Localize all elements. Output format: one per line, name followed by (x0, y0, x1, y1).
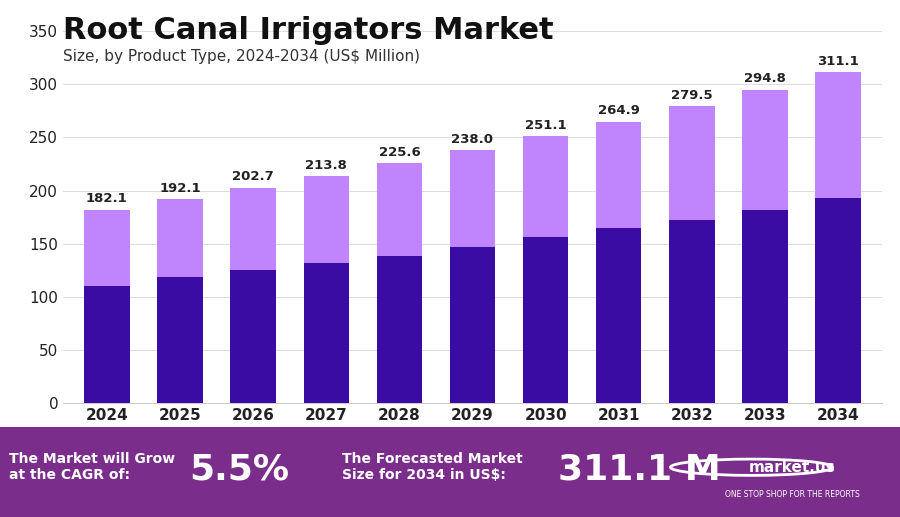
Bar (742, 90, 788, 210)
Bar (303, 176, 349, 263)
Bar (450, 247, 495, 403)
Text: Size, by Product Type, 2024-2034 (US$ Million): Size, by Product Type, 2024-2034 (US$ Mi… (63, 49, 420, 64)
Bar (230, 270, 275, 403)
Bar (303, 263, 349, 403)
Text: 192.1: 192.1 (159, 181, 201, 195)
Bar (377, 256, 422, 403)
Bar (158, 277, 202, 403)
Text: 294.8: 294.8 (744, 72, 786, 85)
Text: 311.1: 311.1 (817, 55, 859, 68)
Bar (523, 237, 568, 403)
Text: 225.6: 225.6 (379, 146, 420, 159)
Bar (596, 121, 642, 228)
Bar (742, 210, 788, 403)
Text: market.us: market.us (749, 460, 835, 475)
Text: The Forecasted Market
Size for 2034 in US$:: The Forecasted Market Size for 2034 in U… (342, 452, 523, 482)
Text: 251.1: 251.1 (525, 119, 566, 132)
Bar (85, 286, 130, 403)
Bar (670, 106, 715, 220)
Bar (377, 163, 422, 256)
Bar (596, 228, 642, 403)
Bar (670, 220, 715, 403)
Text: Root Canal Irrigators Market: Root Canal Irrigators Market (63, 16, 554, 44)
Text: The Market will Grow
at the CAGR of:: The Market will Grow at the CAGR of: (9, 452, 176, 482)
Text: 202.7: 202.7 (232, 171, 274, 184)
Text: 238.0: 238.0 (452, 133, 493, 146)
Bar (158, 199, 202, 277)
Text: 213.8: 213.8 (305, 159, 347, 172)
FancyBboxPatch shape (0, 427, 900, 517)
Bar (815, 198, 860, 403)
Text: 311.1 M: 311.1 M (558, 453, 721, 487)
Text: 5.5%: 5.5% (189, 453, 289, 487)
Bar (450, 150, 495, 247)
Text: 279.5: 279.5 (671, 89, 713, 102)
Bar (85, 209, 130, 286)
Text: 182.1: 182.1 (86, 192, 128, 205)
Bar (815, 72, 860, 198)
Text: ONE STOP SHOP FOR THE REPORTS: ONE STOP SHOP FOR THE REPORTS (724, 490, 859, 499)
Text: 264.9: 264.9 (598, 104, 640, 117)
Bar (230, 188, 275, 270)
Bar (523, 136, 568, 237)
